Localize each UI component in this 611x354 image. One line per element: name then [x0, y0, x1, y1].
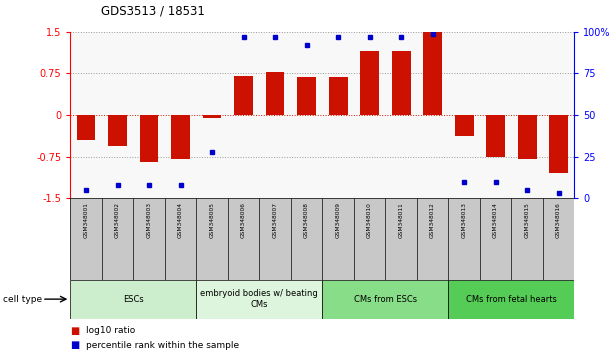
Text: GSM348005: GSM348005: [210, 202, 214, 238]
Text: ■: ■: [70, 340, 79, 350]
Bar: [386, 198, 417, 280]
Bar: [323, 280, 448, 319]
Bar: [108, 115, 127, 145]
Text: GSM348014: GSM348014: [493, 202, 498, 238]
Text: GSM348001: GSM348001: [84, 202, 89, 238]
Bar: [133, 198, 165, 280]
Bar: [76, 115, 95, 140]
Text: GSM348016: GSM348016: [556, 202, 561, 238]
Bar: [455, 115, 474, 136]
Bar: [448, 280, 574, 319]
Bar: [171, 115, 190, 159]
Bar: [196, 280, 323, 319]
Text: GSM348006: GSM348006: [241, 202, 246, 238]
Bar: [543, 198, 574, 280]
Text: ESCs: ESCs: [123, 295, 144, 304]
Bar: [480, 198, 511, 280]
Text: GSM348002: GSM348002: [115, 202, 120, 238]
Text: log10 ratio: log10 ratio: [86, 326, 135, 336]
Bar: [70, 198, 102, 280]
Bar: [297, 77, 316, 115]
Bar: [266, 72, 285, 115]
Bar: [360, 51, 379, 115]
Bar: [423, 32, 442, 115]
Text: ■: ■: [70, 326, 79, 336]
Text: GSM348012: GSM348012: [430, 202, 435, 238]
Text: cell type: cell type: [3, 295, 42, 304]
Bar: [291, 198, 323, 280]
Text: GSM348008: GSM348008: [304, 202, 309, 238]
Text: CMs from ESCs: CMs from ESCs: [354, 295, 417, 304]
Bar: [417, 198, 448, 280]
Text: CMs from fetal hearts: CMs from fetal hearts: [466, 295, 557, 304]
Text: GSM348011: GSM348011: [398, 202, 403, 238]
Bar: [511, 198, 543, 280]
Text: embryoid bodies w/ beating
CMs: embryoid bodies w/ beating CMs: [200, 290, 318, 309]
Text: GSM348015: GSM348015: [525, 202, 530, 238]
Bar: [392, 51, 411, 115]
Text: percentile rank within the sample: percentile rank within the sample: [86, 341, 239, 350]
Bar: [102, 198, 133, 280]
Text: GSM348010: GSM348010: [367, 202, 372, 238]
Bar: [518, 115, 536, 159]
Bar: [196, 198, 228, 280]
Bar: [259, 198, 291, 280]
Text: GDS3513 / 18531: GDS3513 / 18531: [101, 5, 205, 18]
Bar: [329, 77, 348, 115]
Text: GSM348003: GSM348003: [147, 202, 152, 238]
Bar: [228, 198, 259, 280]
Bar: [70, 280, 196, 319]
Bar: [234, 76, 253, 115]
Text: GSM348013: GSM348013: [461, 202, 467, 238]
Text: GSM348007: GSM348007: [273, 202, 277, 238]
Bar: [354, 198, 386, 280]
Text: GSM348004: GSM348004: [178, 202, 183, 238]
Bar: [448, 198, 480, 280]
Bar: [139, 115, 158, 162]
Bar: [549, 115, 568, 173]
Bar: [323, 198, 354, 280]
Bar: [486, 115, 505, 156]
Bar: [165, 198, 196, 280]
Bar: [203, 115, 221, 118]
Text: GSM348009: GSM348009: [335, 202, 340, 238]
